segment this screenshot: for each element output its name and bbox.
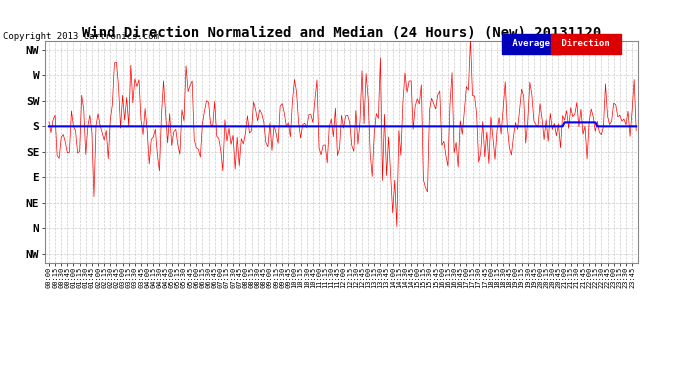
Text: Average: Average [507, 39, 555, 48]
Text: Copyright 2013 Cartronics.com: Copyright 2013 Cartronics.com [3, 32, 159, 41]
Text: Direction: Direction [556, 39, 615, 48]
Title: Wind Direction Normalized and Median (24 Hours) (New) 20131120: Wind Direction Normalized and Median (24… [82, 26, 601, 40]
